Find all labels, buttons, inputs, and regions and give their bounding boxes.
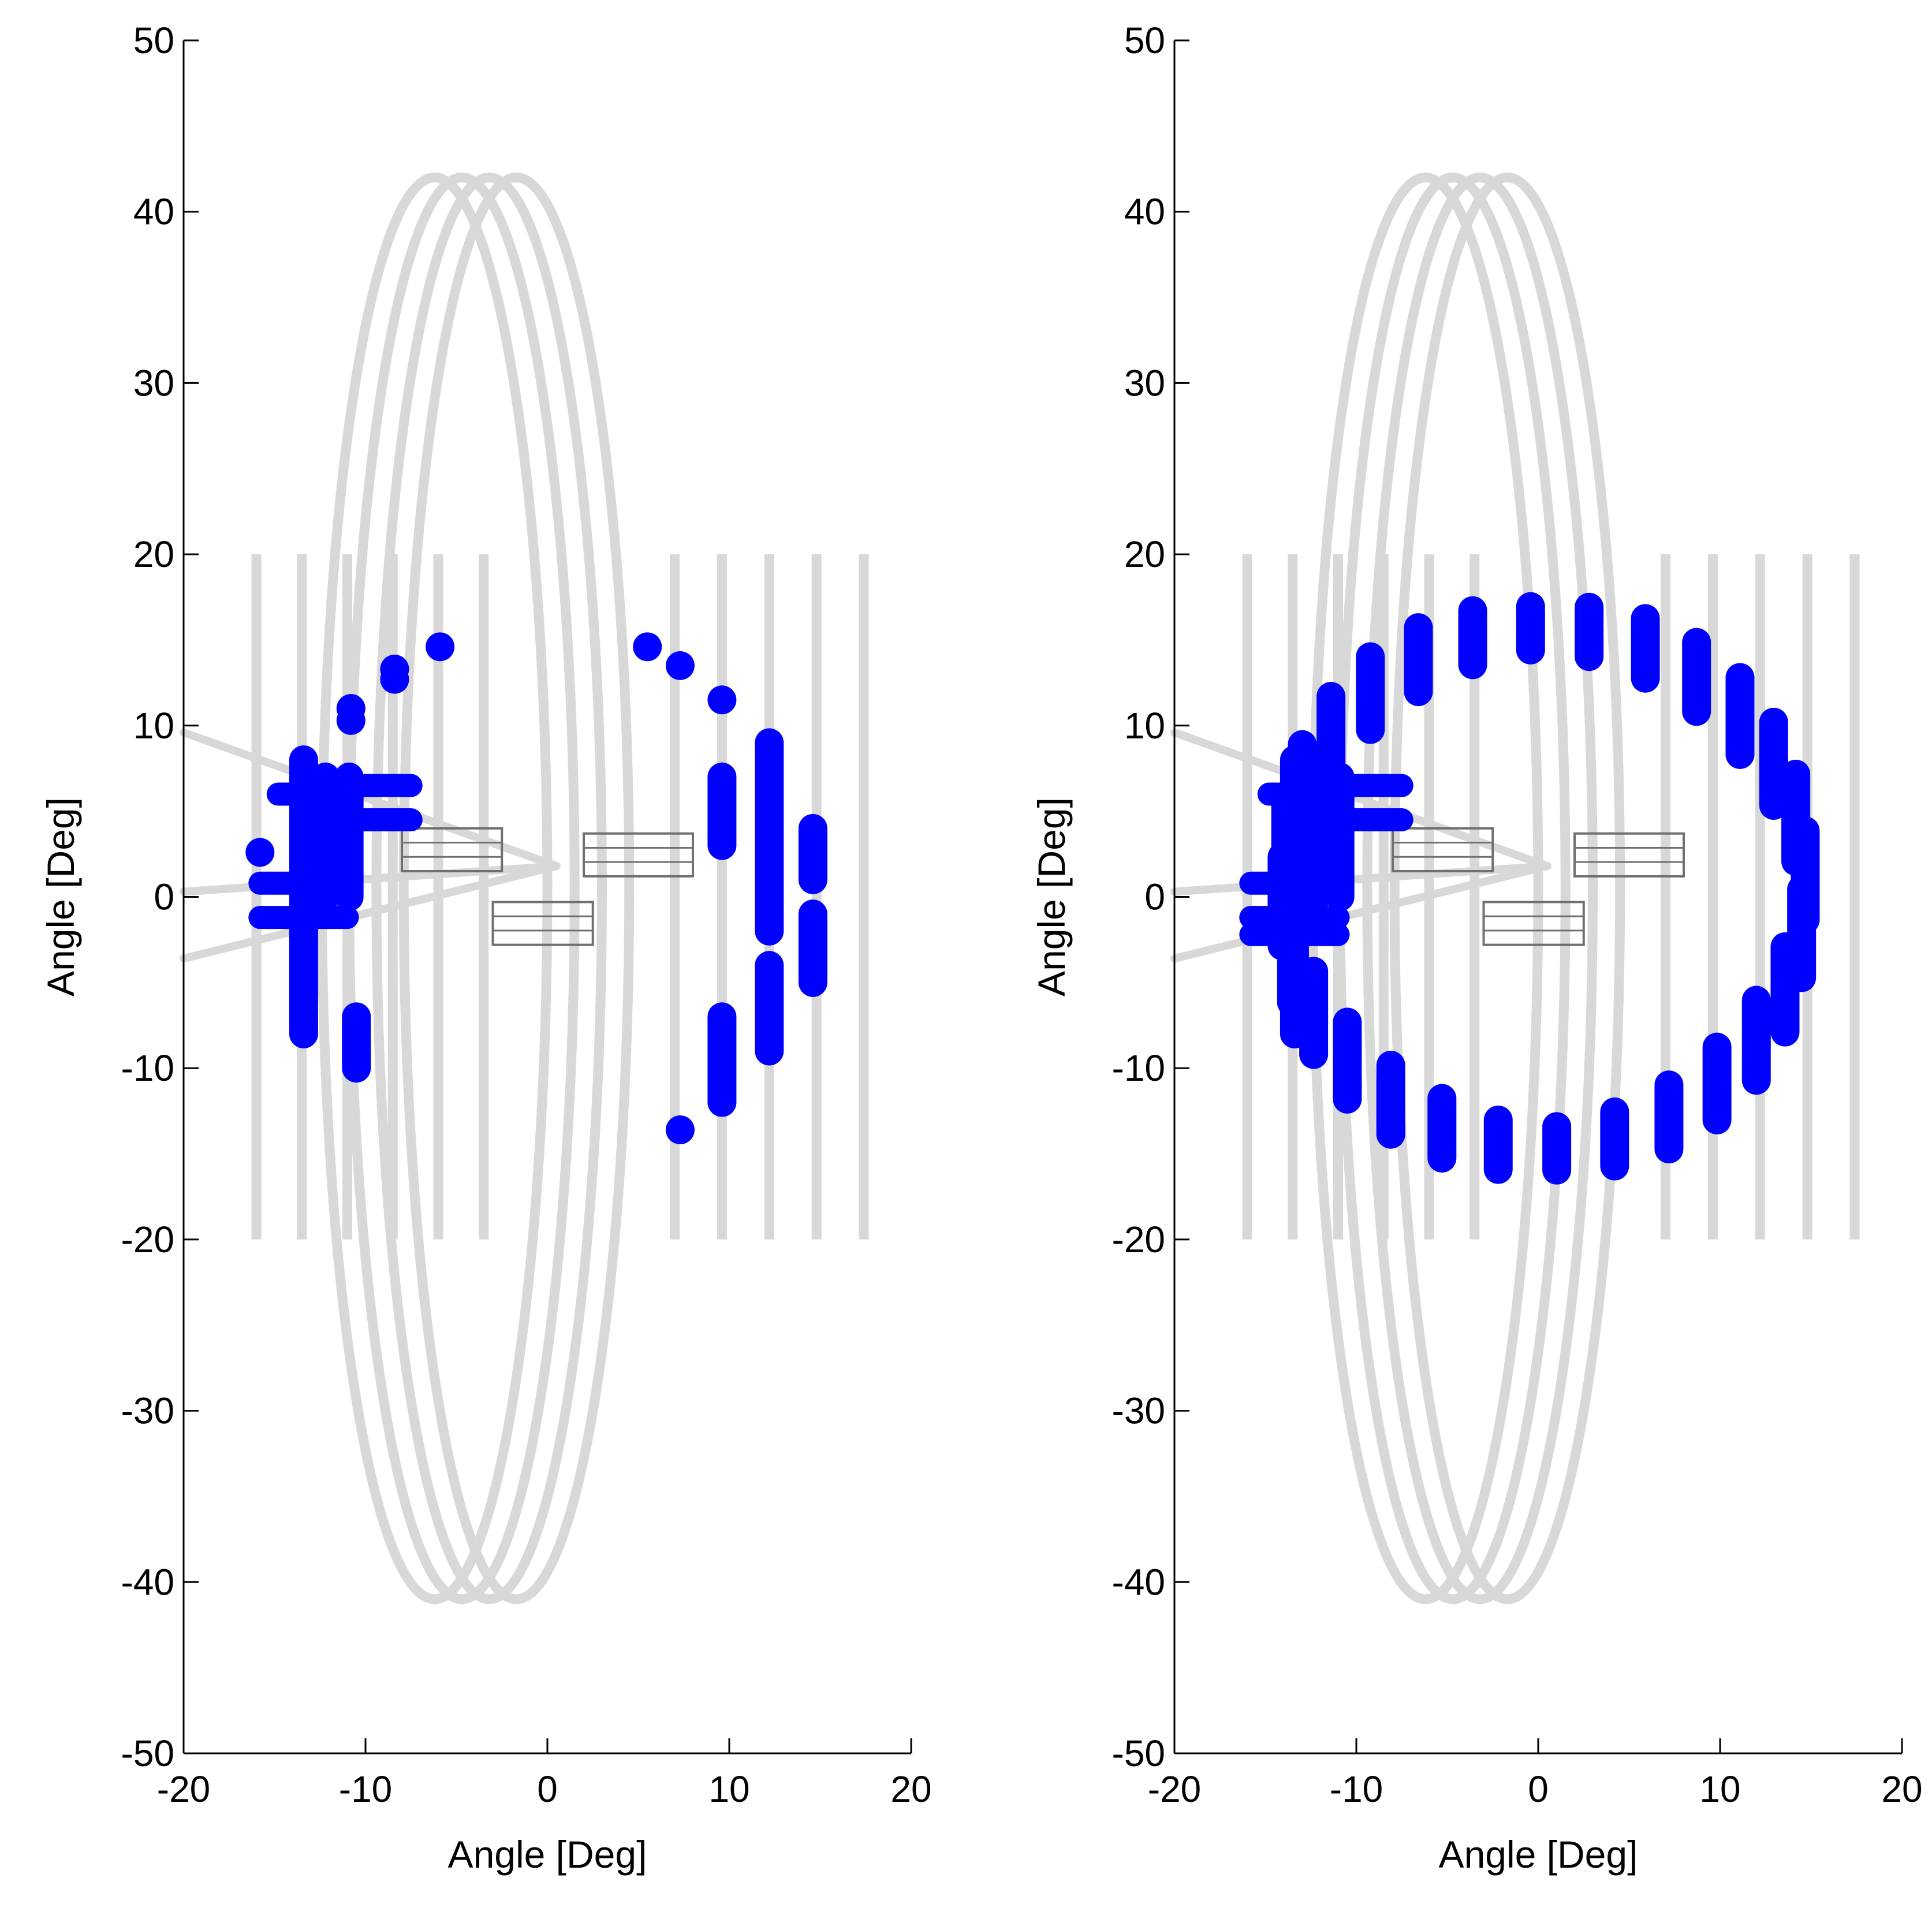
y-tick-label: -10 (121, 1047, 175, 1089)
x-tick-label: 10 (1699, 1768, 1740, 1810)
y-tick-label: 30 (133, 362, 174, 404)
x-tick-label: -10 (339, 1768, 393, 1810)
small-box (1573, 832, 1685, 878)
y-tick-label: 10 (133, 705, 174, 746)
x-tick-label: -10 (1330, 1768, 1383, 1810)
x-tick-label: 10 (708, 1768, 749, 1810)
y-tick-label: 50 (133, 20, 174, 61)
small-box (1392, 827, 1494, 872)
data-point (665, 651, 695, 680)
y-tick-label: -40 (1112, 1561, 1166, 1603)
background-loop (1389, 172, 1625, 1604)
x-tick-label: 0 (537, 1768, 558, 1810)
background-ray (180, 862, 561, 963)
data-point (707, 685, 737, 715)
data-markers (245, 632, 827, 1145)
x-tick-label: 0 (1528, 1768, 1549, 1810)
y-tick-label: 0 (154, 876, 174, 918)
small-box (583, 832, 694, 878)
x-tick-label: 20 (1881, 1768, 1922, 1810)
data-point (426, 632, 455, 662)
y-tick-label: 50 (1124, 20, 1165, 61)
x-axis-label: Angle [Deg] (1439, 1833, 1638, 1876)
y-tick-label: -20 (121, 1219, 175, 1260)
background-loop (1362, 172, 1598, 1604)
data-point (665, 1115, 695, 1145)
small-box (401, 827, 503, 872)
x-tick-label: -20 (1148, 1768, 1202, 1810)
y-tick-label: -50 (121, 1733, 175, 1774)
y-tick-label: -30 (1112, 1390, 1166, 1432)
y-tick-label: -50 (1112, 1733, 1166, 1774)
y-tick-label: 40 (1124, 191, 1165, 233)
y-tick-label: 20 (1124, 533, 1165, 575)
x-axis-label: Angle [Deg] (448, 1833, 647, 1876)
data-point (336, 705, 365, 735)
data-point (245, 838, 275, 867)
y-tick-label: -40 (121, 1561, 175, 1603)
y-tick-label: -30 (121, 1390, 175, 1432)
background-ray (1170, 728, 1551, 871)
small-box (491, 901, 594, 946)
y-tick-label: -20 (1112, 1219, 1166, 1260)
background-loop (371, 172, 607, 1604)
data-markers (1239, 592, 1820, 1185)
background-loop (398, 172, 635, 1604)
data-point (633, 632, 662, 662)
data-point (380, 665, 409, 694)
small-box (1482, 901, 1585, 946)
y-tick-label: 20 (133, 533, 174, 575)
y-axis-label: Angle [Deg] (39, 797, 82, 996)
y-axis-label: Angle [Deg] (1030, 797, 1073, 996)
x-tick-label: -20 (157, 1768, 211, 1810)
background-ray (1170, 862, 1551, 963)
background-ray (180, 728, 561, 871)
y-tick-label: 40 (133, 191, 174, 233)
y-tick-label: 30 (1124, 362, 1165, 404)
y-tick-label: 0 (1144, 876, 1165, 918)
y-tick-label: -10 (1112, 1047, 1166, 1089)
x-tick-label: 20 (890, 1768, 931, 1810)
y-tick-label: 10 (1124, 705, 1165, 746)
